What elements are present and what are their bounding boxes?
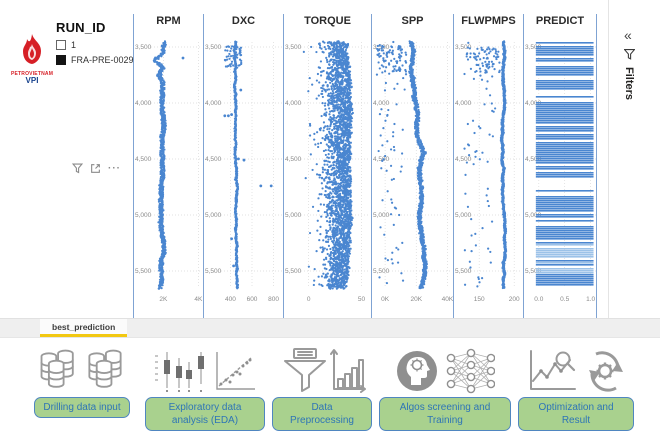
small-multiples-chart: RPM DXC TORQUE SPP FLWPMPS PREDICT — [133, 14, 608, 318]
chart-panel-rpm[interactable]: RPM — [133, 14, 204, 318]
scatter-plot-dxc[interactable] — [204, 30, 284, 316]
legend-item-fra-pre-0029[interactable]: FRA-PRE-0029 — [56, 55, 134, 65]
more-options-icon[interactable]: ··· — [108, 162, 121, 174]
filter-icon[interactable] — [72, 163, 83, 174]
chart-title: PREDICT — [535, 15, 585, 27]
legend-title: RUN_ID — [56, 20, 106, 35]
filters-pane-collapsed[interactable]: « Filters — [608, 0, 660, 318]
filter-icon — [624, 49, 635, 60]
chart-title: RPM — [156, 15, 181, 27]
workflow-step-preprocessing: Data Preprocessing — [272, 345, 372, 446]
eda-button[interactable]: Exploratory data analysis (EDA) — [145, 397, 265, 431]
legend-item-1[interactable]: 1 — [56, 40, 134, 50]
page-tab-strip: best_prediction — [0, 318, 660, 338]
visual-hover-toolbar: ··· — [72, 163, 121, 174]
drilling-data-input-button[interactable]: Drilling data input — [34, 397, 130, 418]
optimization-result-button[interactable]: Optimization and Result — [518, 397, 634, 431]
petrovietnam-logo: PETROVIETNAM VPI — [8, 34, 56, 86]
report-canvas: PETROVIETNAM VPI RUN_ID 1 FRA-PRE-0029 ·… — [8, 0, 660, 318]
logo-text-line1: PETROVIETNAM — [10, 71, 54, 77]
logo-text-line2: VPI — [25, 76, 39, 85]
scatter-plot-spp[interactable] — [372, 30, 454, 316]
chart-title: TORQUE — [304, 15, 351, 27]
scatter-plot-flwpmps[interactable] — [454, 30, 524, 316]
legend-item-label: FRA-PRE-0029 — [71, 55, 134, 65]
workflow-diagram: Drilling data input — [0, 338, 660, 446]
brain-neuralnet-icon — [395, 345, 495, 397]
chart-panel-spp[interactable]: SPP — [371, 14, 454, 318]
tab-best-prediction[interactable]: best_prediction — [40, 319, 128, 337]
workflow-step-eda: Exploratory data analysis (EDA) — [145, 345, 265, 446]
scatter-plot-rpm[interactable] — [134, 30, 204, 316]
workflow-step-drilling-data-input: Drilling data input — [26, 345, 138, 446]
checkbox-run-fra-pre-0029[interactable] — [56, 55, 66, 65]
algos-screening-button[interactable]: Algos screening and Training — [379, 397, 511, 431]
workflow-step-algos: Algos screening and Training — [379, 345, 511, 446]
legend-item-label: 1 — [71, 40, 77, 50]
boxplot-scatter-icon — [153, 345, 257, 397]
database-icon — [36, 345, 128, 397]
scatter-plot-predict[interactable] — [524, 30, 598, 316]
flame-icon — [23, 34, 41, 64]
chart-title: DXC — [231, 15, 256, 27]
data-preprocessing-button[interactable]: Data Preprocessing — [272, 397, 372, 431]
scatter-plot-torque[interactable] — [284, 30, 372, 316]
checkbox-run-1[interactable] — [56, 40, 66, 50]
chart-title: FLWPMPS — [461, 15, 516, 27]
chart-panel-dxc[interactable]: DXC — [203, 14, 284, 318]
chart-panel-torque[interactable]: TORQUE — [283, 14, 372, 318]
focus-mode-icon[interactable] — [90, 163, 101, 174]
funnel-barchart-icon — [278, 345, 366, 397]
chart-magnifier-gears-icon — [526, 345, 626, 397]
chart-panel-predict[interactable]: PREDICT — [523, 14, 598, 318]
chart-title: SPP — [401, 15, 424, 27]
filters-pane-title: Filters — [623, 67, 635, 101]
run-id-legend: RUN_ID 1 FRA-PRE-0029 — [56, 20, 134, 65]
expand-pane-icon[interactable]: « — [624, 27, 632, 43]
workflow-step-optimization: Optimization and Result — [518, 345, 634, 446]
chart-panel-flwpmps[interactable]: FLWPMPS — [453, 14, 524, 318]
